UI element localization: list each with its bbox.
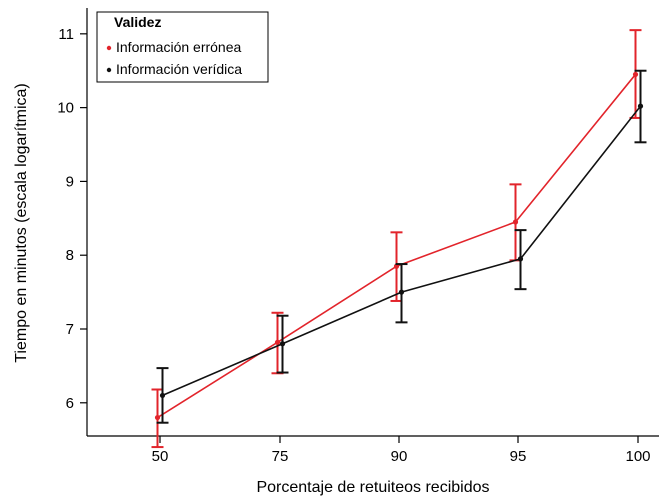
y-tick-label-6: 6 — [66, 395, 74, 412]
legend-title: Validez — [114, 14, 161, 30]
legend-label-informacion-veridica: Información verídica — [116, 61, 242, 77]
y-tick-label-11: 11 — [58, 26, 74, 43]
data-point-informacion-veridica-95 — [517, 256, 524, 262]
data-point-informacion-veridica-75 — [279, 341, 286, 347]
data-point-informacion-erronea-100 — [632, 71, 639, 78]
x-ticks: 50 75 90 95 100 — [152, 436, 651, 465]
legend-box — [96, 11, 269, 83]
y-tick-label-10: 10 — [57, 100, 74, 117]
x-tick-label-75: 75 — [272, 448, 289, 465]
legend: Validez Información errónea Información … — [96, 11, 269, 83]
data-point-informacion-veridica-90 — [398, 289, 405, 295]
legend-marker-informacion-veridica — [106, 67, 112, 73]
series-informacion-erronea — [151, 29, 642, 449]
series-informacion-veridica — [156, 69, 647, 424]
y-ticks: 6 7 8 9 10 11 — [57, 26, 87, 412]
data-point-informacion-veridica-50 — [159, 392, 166, 399]
x-tick-label-100: 100 — [625, 448, 650, 465]
x-axis-title: Porcentaje de retuiteos recibidos — [256, 479, 489, 496]
y-axis-title: Tiempo en minutos (escala logarítmica) — [13, 83, 30, 363]
legend-label-informacion-erronea: Información errónea — [116, 39, 242, 55]
axes — [86, 8, 659, 437]
x-tick-label-95: 95 — [510, 448, 527, 465]
series-layer — [151, 29, 647, 449]
data-point-informacion-erronea-50 — [154, 414, 161, 421]
legend-marker-informacion-erronea — [106, 45, 112, 51]
y-tick-label-8: 8 — [66, 247, 74, 264]
data-point-informacion-erronea-95 — [512, 219, 519, 225]
data-point-informacion-veridica-100 — [637, 103, 644, 109]
x-tick-label-90: 90 — [391, 448, 408, 465]
x-tick-label-50: 50 — [152, 448, 169, 465]
y-tick-label-9: 9 — [66, 173, 74, 190]
y-tick-label-7: 7 — [66, 321, 74, 338]
series-line-informacion-veridica — [162, 105, 642, 397]
data-point-informacion-erronea-75 — [274, 339, 281, 345]
